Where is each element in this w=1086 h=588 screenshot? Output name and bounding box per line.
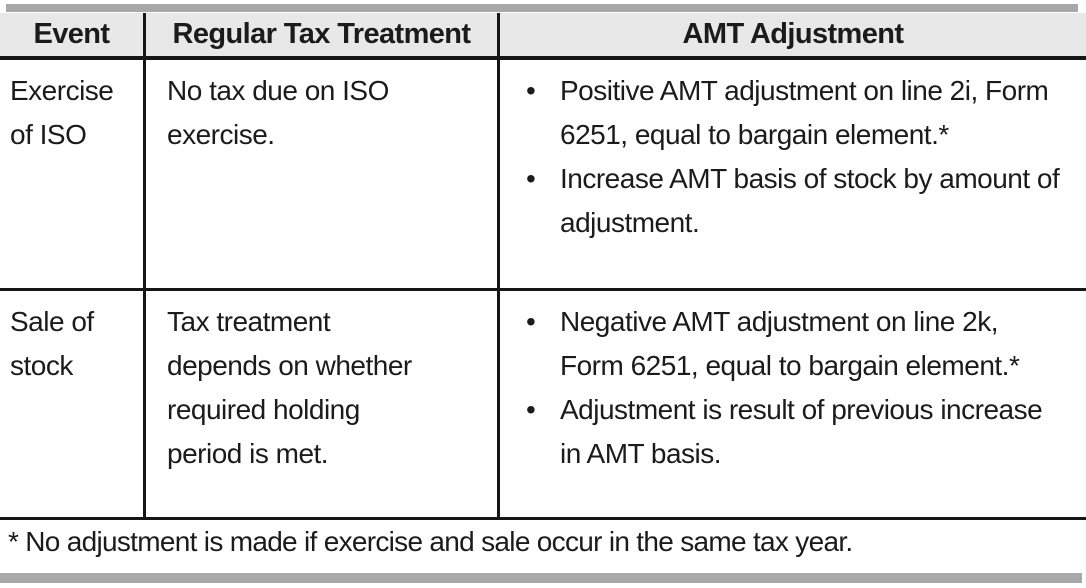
- list-item-text: Positive AMT adjustment on line 2i, Form…: [560, 75, 1049, 150]
- cell-regular-tax-treatment: Tax treatment depends on whether require…: [146, 291, 500, 517]
- list-item: • Negative AMT adjustment on line 2k, Fo…: [526, 300, 1080, 388]
- list-item: • Positive AMT adjustment on line 2i, Fo…: [526, 69, 1080, 157]
- bullet-icon: •: [526, 306, 536, 337]
- cell-event: Sale of stock: [0, 291, 146, 517]
- list-item: • Adjustment is result of previous incre…: [526, 388, 1080, 476]
- list-item: • Increase AMT basis of stock by amount …: [526, 157, 1080, 245]
- bottom-divider-bar: [0, 573, 1082, 583]
- cell-event: Exercise of ISO: [0, 60, 146, 288]
- cell-event-text: Exercise of ISO: [10, 75, 114, 150]
- cell-regular-tax-treatment-text: No tax due on ISO exercise.: [167, 75, 389, 150]
- list-item-text: Negative AMT adjustment on line 2k, Form…: [560, 306, 1020, 381]
- bullet-icon: •: [526, 163, 536, 194]
- list-item-text: Adjustment is result of previous increas…: [560, 394, 1043, 469]
- top-divider-bar: [6, 4, 1078, 12]
- cell-amt-adjustment: • Negative AMT adjustment on line 2k, Fo…: [500, 291, 1086, 517]
- cell-event-text: Sale of stock: [10, 306, 94, 381]
- table-footnote: * No adjustment is made if exercise and …: [0, 520, 1086, 563]
- column-header-amt-adjustment: AMT Adjustment: [682, 18, 905, 50]
- cell-amt-adjustment: • Positive AMT adjustment on line 2i, Fo…: [500, 60, 1086, 288]
- cell-regular-tax-treatment-text: Tax treatment depends on whether require…: [167, 306, 412, 469]
- table-row-sale-of-stock: Sale of stock Tax treatment depends on w…: [0, 291, 1086, 520]
- iso-amt-tax-table: Event Regular Tax Treatment AMT Adjustme…: [0, 13, 1086, 563]
- table-row-exercise-of-iso: Exercise of ISO No tax due on ISO exerci…: [0, 60, 1086, 291]
- table-header-row: Event Regular Tax Treatment AMT Adjustme…: [0, 13, 1086, 60]
- bullet-icon: •: [526, 394, 536, 425]
- list-item-text: Increase AMT basis of stock by amount of…: [560, 163, 1060, 238]
- column-header-regular-tax-treatment: Regular Tax Treatment: [146, 13, 500, 56]
- bullet-icon: •: [526, 75, 536, 106]
- cell-regular-tax-treatment: No tax due on ISO exercise.: [146, 60, 500, 288]
- column-header-event: Event: [0, 13, 146, 56]
